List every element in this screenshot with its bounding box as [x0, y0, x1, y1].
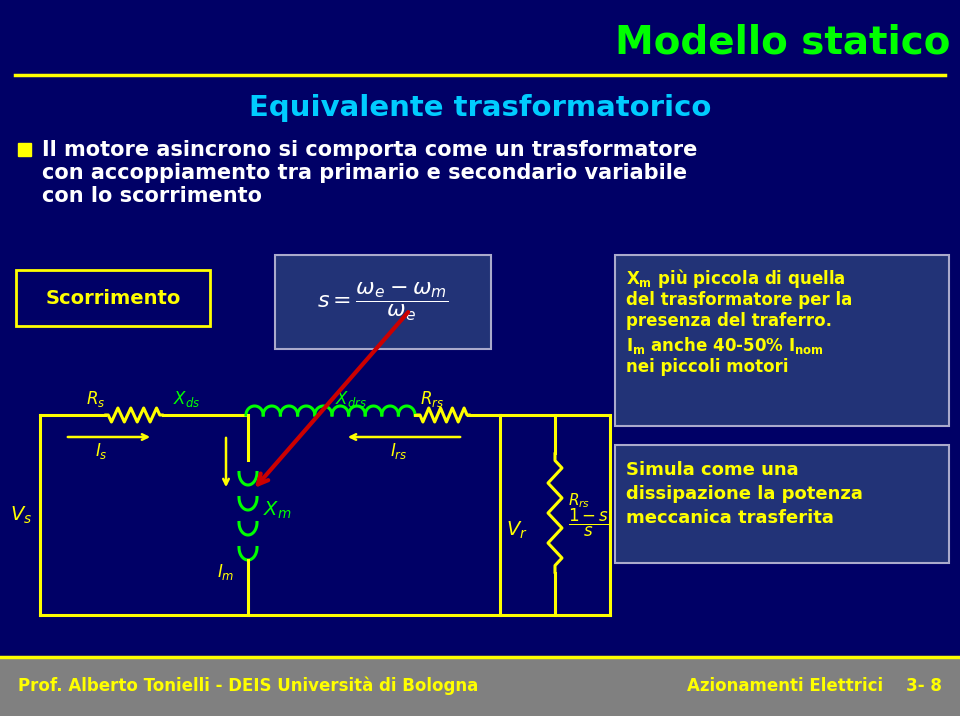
Text: $X_{ds}$: $X_{ds}$	[173, 389, 201, 409]
Text: $V_s$: $V_s$	[10, 504, 32, 526]
Text: $R_s$: $R_s$	[86, 389, 106, 409]
Text: $R_{rs}$: $R_{rs}$	[420, 389, 444, 409]
Text: con accoppiamento tra primario e secondario variabile: con accoppiamento tra primario e seconda…	[42, 163, 687, 183]
Text: del trasformatore per la: del trasformatore per la	[626, 291, 852, 309]
Text: $I_s$: $I_s$	[95, 441, 108, 461]
Text: $\mathbf{X_m}$ più piccola di quella: $\mathbf{X_m}$ più piccola di quella	[626, 268, 846, 291]
Text: Modello statico: Modello statico	[614, 23, 950, 61]
Bar	[0, 657, 960, 716]
Text: $X_{drs}$: $X_{drs}$	[335, 389, 367, 409]
Text: Il motore asincrono si comporta come un trasformatore: Il motore asincrono si comporta come un …	[42, 140, 697, 160]
Text: $X_m$: $X_m$	[263, 499, 292, 521]
FancyBboxPatch shape	[615, 255, 949, 426]
Text: $\mathbf{I_m}$ anche 40-50% $\mathbf{I_{nom}}$: $\mathbf{I_m}$ anche 40-50% $\mathbf{I_{…	[626, 336, 824, 357]
Text: Equivalente trasformatorico: Equivalente trasformatorico	[249, 94, 711, 122]
Text: $V_r$: $V_r$	[506, 519, 528, 541]
Bar	[18, 143, 31, 156]
Text: $s = \dfrac{\omega_e - \omega_m}{\omega_e}$: $s = \dfrac{\omega_e - \omega_m}{\omega_…	[318, 281, 448, 323]
Text: meccanica trasferita: meccanica trasferita	[626, 509, 834, 527]
Text: presenza del traferro.: presenza del traferro.	[626, 312, 832, 330]
Text: $I_m$: $I_m$	[217, 562, 234, 582]
Text: nei piccoli motori: nei piccoli motori	[626, 358, 788, 376]
FancyBboxPatch shape	[615, 445, 949, 563]
FancyBboxPatch shape	[16, 270, 210, 326]
Text: Scorrimento: Scorrimento	[45, 289, 180, 307]
Text: Azionamenti Elettrici    3- 8: Azionamenti Elettrici 3- 8	[687, 677, 942, 695]
Text: Prof. Alberto Tonielli - DEIS Università di Bologna: Prof. Alberto Tonielli - DEIS Università…	[18, 677, 478, 695]
FancyBboxPatch shape	[275, 255, 491, 349]
Text: con lo scorrimento: con lo scorrimento	[42, 186, 262, 206]
Text: $I_{rs}$: $I_{rs}$	[391, 441, 408, 461]
Text: $R_{rs}$: $R_{rs}$	[568, 492, 590, 511]
Text: $\dfrac{1-s}{s}$: $\dfrac{1-s}{s}$	[568, 507, 610, 539]
Text: Simula come una: Simula come una	[626, 461, 799, 479]
Text: dissipazione la potenza: dissipazione la potenza	[626, 485, 863, 503]
